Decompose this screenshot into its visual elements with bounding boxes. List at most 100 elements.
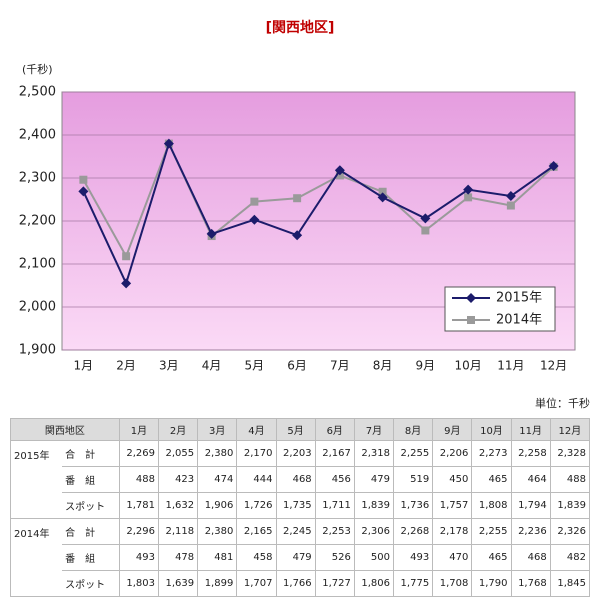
- x-tick-label: 12月: [540, 359, 567, 373]
- header-cell: 11月: [510, 418, 551, 441]
- value-cell: 2,269: [118, 440, 159, 467]
- y-tick-label: 2,200: [19, 214, 56, 229]
- y-tick-label: 2,300: [19, 171, 56, 186]
- value-cell: 2,296: [118, 518, 159, 545]
- table-row: 番 組 493 478 481 458 479 526 500 493 470 465 468 482: [11, 544, 591, 571]
- value-cell: 468: [510, 544, 551, 571]
- y-tick-label: 2,000: [19, 300, 56, 315]
- value-cell: 1,766: [275, 570, 316, 597]
- row-label: 合 計: [62, 518, 120, 545]
- value-cell: 500: [353, 544, 395, 571]
- table-row: 2015年合 計 2,269 2,055 2,380 2,170 2,203 2,167 2,…: [10, 440, 591, 519]
- marker: [292, 230, 303, 241]
- value-cell: 1,845: [549, 570, 591, 597]
- value-cell: 444: [236, 466, 277, 493]
- marker: [506, 201, 515, 210]
- value-cell: 478: [157, 544, 199, 571]
- value-cell: 465: [471, 544, 512, 571]
- value-cell: 2,326: [549, 518, 591, 545]
- y-tick-label: 2,500: [19, 85, 56, 100]
- row-label: 番 組: [62, 544, 120, 571]
- value-cell: 2,253: [314, 518, 355, 545]
- x-tick-label: 10月: [454, 359, 481, 373]
- value-cell: 2,255: [471, 518, 512, 545]
- value-cell: 1,639: [157, 570, 199, 597]
- marker: [463, 184, 474, 195]
- header-cell: 12月: [549, 418, 591, 441]
- series-line: [82, 140, 555, 287]
- marker: [78, 186, 89, 197]
- value-cell: 1,707: [236, 570, 277, 597]
- value-cell: 1,711: [314, 492, 355, 519]
- value-cell: 2,178: [432, 518, 473, 545]
- value-cell: 464: [510, 466, 551, 493]
- value-cell: 2,206: [432, 440, 473, 467]
- row-label: 番 組: [62, 466, 120, 493]
- value-cell: 1,708: [432, 570, 473, 597]
- marker: [466, 293, 476, 303]
- value-cell: 2,203: [275, 440, 316, 467]
- row-label: 合 計: [62, 440, 120, 467]
- table-row: スポット 1,781 1,632 1,906 1,726 1,735 1,711 1,839 1…: [11, 492, 591, 519]
- x-tick-label: 2月: [116, 359, 136, 373]
- chart: [関西地区] (千秒) 単位：千秒 1,900 2,000 2,100 2,200 2,…: [19, 19, 590, 410]
- value-cell: 2,167: [314, 440, 355, 467]
- header-cell: 関西地区: [10, 418, 120, 441]
- value-cell: 474: [197, 466, 238, 493]
- value-cell: 488: [549, 466, 591, 493]
- x-tick-label: 7月: [330, 359, 350, 373]
- x-tick-label: 9月: [416, 359, 436, 373]
- value-cell: 1,768: [510, 570, 551, 597]
- value-cell: 2,268: [393, 518, 434, 545]
- value-cell: 2,236: [510, 518, 551, 545]
- value-cell: 2,380: [197, 440, 238, 467]
- value-cell: 488: [118, 466, 159, 493]
- value-cell: 1,726: [236, 492, 277, 519]
- value-cell: 2,055: [157, 440, 199, 467]
- value-cell: 1,727: [314, 570, 355, 597]
- marker: [293, 194, 302, 203]
- value-cell: 493: [118, 544, 159, 571]
- marker: [250, 197, 259, 206]
- x-tick-label: 5月: [245, 359, 265, 373]
- x-tick-label: 4月: [202, 359, 222, 373]
- value-cell: 1,781: [118, 492, 159, 519]
- value-cell: 2,245: [275, 518, 316, 545]
- value-cell: 526: [314, 544, 355, 571]
- value-cell: 479: [353, 466, 395, 493]
- value-cell: 1,839: [353, 492, 395, 519]
- marker: [335, 171, 344, 180]
- value-cell: 1,794: [510, 492, 551, 519]
- marker: [249, 214, 260, 225]
- value-cell: 2,328: [549, 440, 591, 467]
- value-cell: 1,803: [118, 570, 159, 597]
- marker: [122, 252, 131, 261]
- legend-label: 2014年: [496, 313, 542, 328]
- value-cell: 481: [197, 544, 238, 571]
- header-cell: 8月: [393, 418, 434, 441]
- value-cell: 482: [549, 544, 591, 571]
- legend-box: [444, 286, 556, 332]
- year-cell: 2014年: [10, 518, 63, 597]
- value-cell: 2,306: [353, 518, 395, 545]
- value-cell: 1,899: [197, 570, 238, 597]
- header-cell: 9月: [432, 418, 473, 441]
- value-cell: 2,318: [353, 440, 395, 467]
- value-cell: 470: [432, 544, 473, 571]
- marker: [121, 278, 132, 289]
- value-cell: 493: [393, 544, 434, 571]
- header-cell: 2月: [157, 418, 199, 441]
- marker: [420, 213, 431, 224]
- marker: [206, 228, 217, 239]
- header-cell: 4月: [236, 418, 277, 441]
- marker: [548, 160, 559, 171]
- x-tick-label: 11月: [497, 359, 524, 373]
- value-cell: 1,806: [353, 570, 395, 597]
- value-cell: 1,735: [275, 492, 316, 519]
- value-cell: 1,632: [157, 492, 199, 519]
- value-cell: 458: [236, 544, 277, 571]
- table-row: 関西地区 1月 2月 3月 4月 5月 6月 7月 8月 9月 10月 11月 12月: [10, 418, 591, 441]
- value-cell: 456: [314, 466, 355, 493]
- value-cell: 468: [275, 466, 316, 493]
